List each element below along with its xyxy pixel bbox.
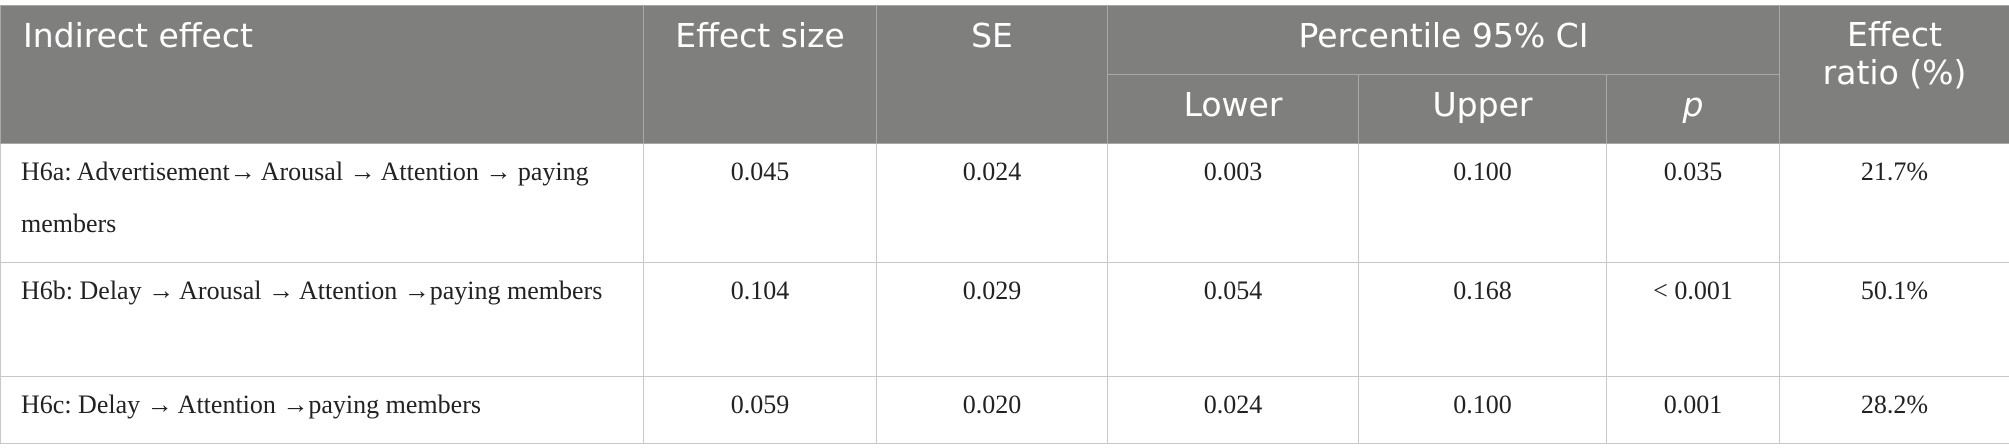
table-cell: 0.024	[1107, 376, 1359, 444]
table-cell: < 0.001	[1605, 262, 1781, 377]
table-cell: H6b: Delay → Arousal → Attention →paying…	[0, 262, 644, 377]
header-cell: Percentile 95% CI	[1106, 5, 1781, 75]
header-cell: Indirect effect	[0, 5, 644, 144]
table-cell: 0.001	[1605, 376, 1781, 444]
header-cell: Upper	[1358, 74, 1607, 144]
cell-text: 0.024	[1203, 390, 1263, 419]
table-cell: 0.003	[1107, 143, 1359, 263]
table-cell: 28.2%	[1779, 376, 2009, 444]
table-body: H6a: Advertisement→ Arousal → Attention …	[0, 143, 2009, 444]
cell-text: H6c: Delay → Attention →paying members	[21, 390, 481, 419]
header-cell: SE	[876, 5, 1108, 144]
table-cell: 0.168	[1358, 262, 1607, 377]
header-cell: Effect size	[643, 5, 877, 144]
cell-text: 0.168	[1453, 276, 1512, 305]
table-cell: 0.104	[643, 262, 877, 377]
cell-text: H6b: Delay → Arousal → Attention →paying…	[21, 276, 603, 305]
table-row: H6b: Delay → Arousal → Attention →paying…	[0, 262, 2009, 377]
table-cell: 21.7%	[1779, 143, 2009, 263]
cell-text: 0.001	[1663, 390, 1723, 419]
cell-text: 0.054	[1203, 276, 1263, 305]
table-cell: 0.029	[876, 262, 1108, 377]
table-cell: 0.020	[876, 376, 1108, 444]
table-cell: H6a: Advertisement→ Arousal → Attention …	[0, 143, 644, 263]
table-row: H6a: Advertisement→ Arousal → Attention …	[0, 143, 2009, 263]
table-row: H6c: Delay → Attention →paying members 0.…	[0, 376, 2009, 444]
header-cell: Effect ratio (%)	[1779, 5, 2009, 144]
cell-text: 0.024	[962, 157, 1022, 186]
table-cell: 0.059	[643, 376, 877, 444]
cell-text: H6a: Advertisement→ Arousal → Attention …	[21, 157, 589, 238]
cell-text: 21.7%	[1860, 157, 1929, 186]
table-cell: 0.100	[1358, 376, 1607, 444]
cell-text: 0.100	[1453, 157, 1512, 186]
cell-text: 0.003	[1203, 157, 1263, 186]
table-cell: 50.1%	[1779, 262, 2009, 377]
results-table: Indirect effect Effect size SE Percentil…	[0, 5, 2009, 444]
table-cell: 0.100	[1358, 143, 1607, 263]
table-cell: 0.035	[1605, 143, 1781, 263]
cell-text: < 0.001	[1653, 276, 1733, 305]
table-cell: 0.024	[876, 143, 1108, 263]
cell-text: 0.029	[962, 276, 1022, 305]
cell-text: 0.020	[962, 390, 1022, 419]
table-cell: H6c: Delay → Attention →paying members	[0, 376, 644, 444]
cell-text: 50.1%	[1860, 276, 1929, 305]
cell-text: 0.059	[730, 390, 790, 419]
header-cell: p	[1605, 74, 1781, 144]
cell-text: 0.045	[730, 157, 790, 186]
table-cell: 0.054	[1107, 262, 1359, 377]
cell-text: 0.035	[1663, 157, 1723, 186]
cell-text: 0.100	[1453, 390, 1512, 419]
cell-text: 28.2%	[1860, 390, 1929, 419]
header-cell: Lower	[1107, 74, 1359, 144]
cell-text: 0.104	[730, 276, 790, 305]
table-cell: 0.045	[643, 143, 877, 263]
